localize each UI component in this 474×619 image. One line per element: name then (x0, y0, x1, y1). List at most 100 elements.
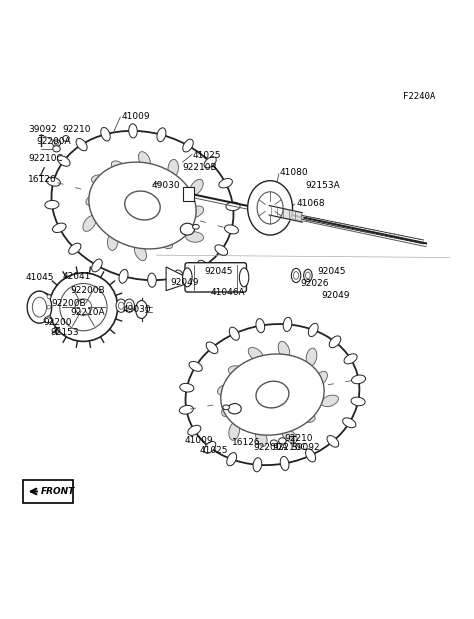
Text: 41009: 41009 (185, 436, 214, 446)
Ellipse shape (253, 457, 262, 472)
Text: 41046A: 41046A (211, 288, 246, 297)
Ellipse shape (53, 223, 66, 233)
FancyBboxPatch shape (23, 480, 73, 503)
Ellipse shape (327, 436, 339, 447)
Text: 92200B: 92200B (71, 286, 105, 295)
Ellipse shape (60, 284, 107, 331)
Ellipse shape (226, 202, 240, 210)
Ellipse shape (185, 324, 359, 465)
Ellipse shape (190, 180, 203, 195)
Ellipse shape (91, 175, 109, 185)
Ellipse shape (157, 128, 166, 142)
Text: FRONT: FRONT (41, 487, 75, 496)
Ellipse shape (53, 145, 60, 152)
Text: 39092: 39092 (292, 443, 320, 452)
Text: 92210C: 92210C (28, 154, 63, 163)
Text: 92200: 92200 (43, 318, 72, 327)
Ellipse shape (255, 429, 267, 446)
Ellipse shape (189, 361, 202, 371)
Text: 49030: 49030 (123, 305, 151, 314)
Ellipse shape (86, 194, 103, 206)
Ellipse shape (75, 299, 91, 316)
Text: 41068: 41068 (296, 199, 325, 207)
Ellipse shape (308, 323, 318, 337)
Ellipse shape (180, 383, 194, 392)
Ellipse shape (129, 124, 137, 138)
Ellipse shape (192, 225, 199, 229)
Ellipse shape (321, 395, 338, 407)
Text: 92210C: 92210C (273, 443, 307, 452)
Ellipse shape (49, 273, 118, 342)
Polygon shape (166, 267, 194, 290)
Ellipse shape (248, 347, 264, 361)
Ellipse shape (57, 156, 70, 167)
Text: 92210A: 92210A (71, 308, 105, 317)
Ellipse shape (76, 139, 87, 151)
Ellipse shape (108, 233, 118, 251)
Text: 41025: 41025 (192, 152, 220, 160)
Text: 41045: 41045 (25, 273, 54, 282)
Ellipse shape (125, 191, 160, 220)
Ellipse shape (293, 272, 299, 279)
Ellipse shape (44, 317, 52, 323)
Ellipse shape (221, 354, 324, 435)
Text: 42041: 42041 (62, 272, 91, 281)
Ellipse shape (63, 136, 69, 141)
Text: 92210: 92210 (62, 126, 91, 134)
Ellipse shape (47, 295, 51, 298)
Ellipse shape (278, 342, 290, 358)
Ellipse shape (292, 269, 301, 282)
Ellipse shape (179, 405, 193, 414)
FancyBboxPatch shape (185, 262, 246, 292)
Ellipse shape (270, 440, 277, 446)
Ellipse shape (180, 223, 194, 235)
Ellipse shape (280, 456, 289, 470)
Text: 49030: 49030 (152, 181, 181, 190)
Ellipse shape (69, 243, 81, 254)
Ellipse shape (124, 299, 135, 313)
Text: 92153A: 92153A (306, 181, 340, 190)
Ellipse shape (219, 178, 232, 188)
Ellipse shape (306, 348, 317, 366)
Ellipse shape (256, 319, 264, 332)
Ellipse shape (225, 225, 238, 234)
Text: F2240A: F2240A (403, 92, 436, 101)
Ellipse shape (47, 305, 51, 309)
Ellipse shape (344, 354, 357, 364)
Text: 92200A: 92200A (254, 443, 288, 452)
Text: 92210: 92210 (284, 433, 313, 443)
Ellipse shape (83, 215, 96, 232)
Ellipse shape (239, 268, 249, 287)
Ellipse shape (313, 371, 328, 387)
Ellipse shape (229, 327, 239, 340)
Ellipse shape (52, 131, 234, 280)
Ellipse shape (91, 259, 102, 272)
Ellipse shape (206, 342, 218, 353)
Text: 92049: 92049 (321, 291, 350, 300)
Ellipse shape (306, 272, 310, 279)
Ellipse shape (222, 401, 236, 417)
Ellipse shape (27, 291, 52, 323)
Text: 92045: 92045 (318, 267, 346, 276)
Text: 92026: 92026 (301, 279, 329, 288)
Ellipse shape (329, 336, 341, 348)
Ellipse shape (352, 375, 365, 384)
Ellipse shape (279, 438, 286, 444)
Text: 92200B: 92200B (52, 300, 86, 308)
Ellipse shape (32, 297, 46, 317)
Ellipse shape (223, 405, 229, 410)
Ellipse shape (198, 260, 209, 272)
Ellipse shape (218, 384, 235, 396)
Ellipse shape (351, 397, 365, 405)
Ellipse shape (283, 318, 292, 331)
Ellipse shape (297, 412, 315, 422)
Polygon shape (182, 186, 194, 201)
Ellipse shape (148, 273, 156, 287)
Ellipse shape (228, 366, 246, 376)
Text: 41009: 41009 (121, 112, 150, 121)
Ellipse shape (229, 423, 239, 440)
Ellipse shape (247, 181, 292, 235)
Ellipse shape (135, 244, 146, 261)
Ellipse shape (168, 160, 179, 177)
Text: 41080: 41080 (280, 168, 308, 177)
